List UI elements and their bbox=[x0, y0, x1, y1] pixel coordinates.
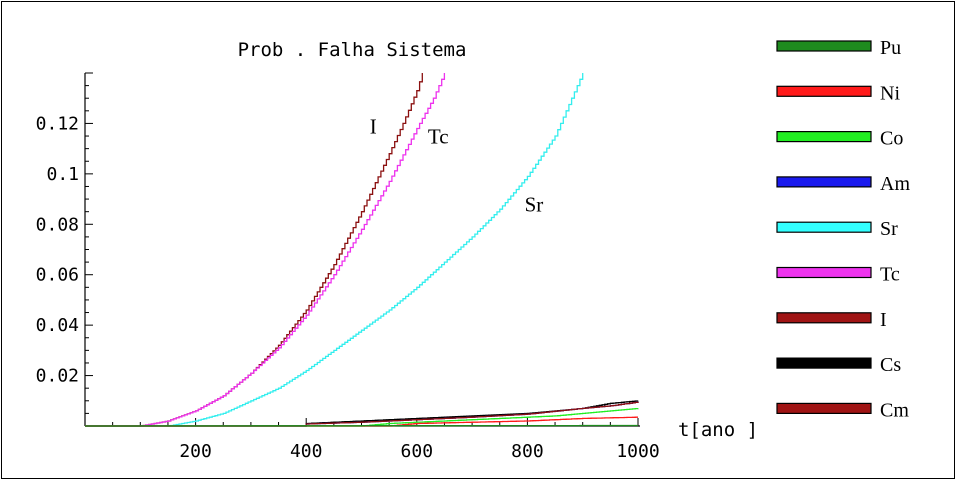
x-tick-label: 800 bbox=[511, 441, 544, 462]
legend-label-sr: Sr bbox=[880, 218, 898, 240]
legend-swatch-sr bbox=[777, 222, 871, 232]
legend: Pu Ni Co Am Sr Tc I Cs Cm bbox=[777, 37, 910, 421]
y-tick-label: 0.1 bbox=[46, 164, 79, 185]
legend-swatch-pu bbox=[777, 41, 871, 51]
legend-swatch-co bbox=[777, 132, 871, 142]
chart-title: Prob . Falha Sistema bbox=[238, 39, 467, 61]
x-tick-label: 1000 bbox=[616, 441, 659, 462]
legend-swatch-am bbox=[777, 177, 871, 187]
annotations: I Tc Sr bbox=[370, 115, 544, 217]
x-axis-label: t[ano ] bbox=[678, 419, 758, 441]
x-tick-label: 600 bbox=[401, 441, 434, 462]
axes: 200 400 600 800 1000 0.02 0.04 0.06 0.08 0.1 0.12 bbox=[36, 73, 660, 462]
x-tick-label: 200 bbox=[179, 441, 212, 462]
x-tick-label: 400 bbox=[290, 441, 323, 462]
series-line-tc-shadow bbox=[85, 73, 444, 426]
y-tick-label: 0.06 bbox=[36, 265, 79, 286]
y-tick-label: 0.12 bbox=[36, 113, 79, 134]
series-line-tc bbox=[85, 73, 444, 426]
legend-label-co: Co bbox=[880, 128, 903, 150]
legend-swatch-cm bbox=[777, 403, 871, 413]
legend-swatch-ni bbox=[777, 86, 871, 96]
series-line-pu bbox=[85, 426, 638, 427]
legend-label-am: Am bbox=[880, 173, 910, 195]
y-tick-label: 0.04 bbox=[36, 315, 79, 336]
curve-label-tc: Tc bbox=[428, 125, 449, 149]
legend-label-pu: Pu bbox=[880, 37, 901, 59]
legend-label-i: I bbox=[880, 309, 887, 331]
legend-swatch-tc bbox=[777, 268, 871, 278]
y-tick-label: 0.08 bbox=[36, 214, 79, 235]
legend-swatch-cs bbox=[777, 358, 871, 368]
legend-label-ni: Ni bbox=[880, 82, 900, 104]
curve-label-sr: Sr bbox=[525, 193, 544, 217]
legend-label-tc: Tc bbox=[880, 264, 900, 286]
legend-label-cm: Cm bbox=[880, 399, 909, 421]
curve-label-i: I bbox=[370, 115, 377, 139]
legend-swatch-i bbox=[777, 313, 871, 323]
y-tick-label: 0.02 bbox=[36, 366, 79, 387]
series-layer bbox=[85, 73, 638, 426]
legend-label-cs: Cs bbox=[880, 354, 901, 376]
